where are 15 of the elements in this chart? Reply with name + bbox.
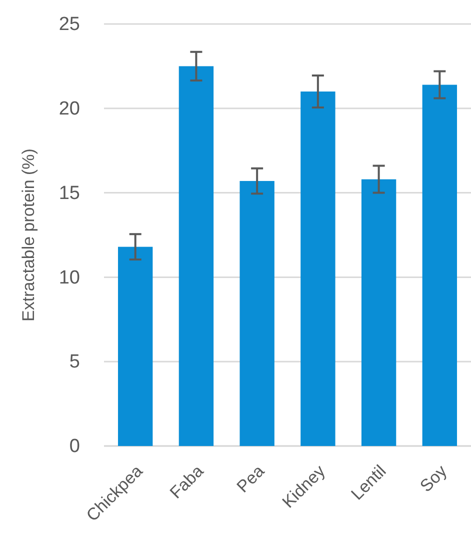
bar: [178, 66, 214, 446]
bar: [300, 92, 336, 446]
y-tick-label: 0: [69, 436, 80, 458]
bar: [361, 179, 396, 446]
y-tick-label: 15: [58, 182, 80, 204]
x-tick-label: Pea: [233, 461, 268, 496]
y-axis-title: Extractable protein (%): [19, 148, 38, 322]
bar: [240, 180, 274, 446]
bar: [118, 246, 153, 446]
y-tick-label: 20: [58, 98, 80, 120]
bar: [422, 84, 457, 446]
y-tick-label: 25: [58, 14, 80, 36]
y-tick-label: 5: [69, 352, 80, 373]
y-tick-label: 10: [58, 267, 80, 288]
x-tick-label: Soy: [416, 461, 451, 496]
